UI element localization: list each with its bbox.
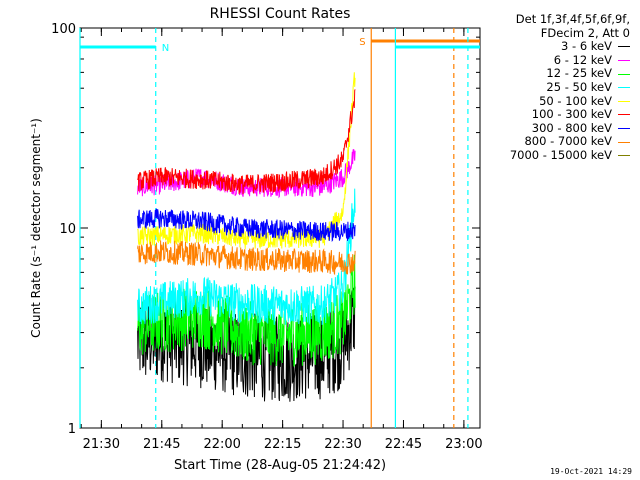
x-tick-label: 22:30 <box>324 437 361 452</box>
legend-label: 800 - 7000 keV <box>524 134 612 149</box>
legend-label: 100 - 300 keV <box>531 107 612 122</box>
legend-label: 300 - 800 keV <box>531 120 612 135</box>
axis-ticks: 21:30 21:45 22:00 22:15 22:30 22:45 23:00 1 10 10… <box>51 22 482 452</box>
legend-item: 3 - 6 keV <box>478 40 630 54</box>
legend-item: 100 - 300 keV <box>478 108 630 122</box>
legend-swatch <box>618 46 630 48</box>
chart-title: RHESSI Count Rates <box>210 6 351 22</box>
legend-item: 7000 - 15000 keV <box>478 147 630 163</box>
legend-header-line-2: FDecim 2, Att 0 <box>540 25 630 40</box>
legend-label: 25 - 50 keV <box>546 79 612 94</box>
legend-item: 12 - 25 keV <box>478 67 630 81</box>
y-axis-label: Count Rate (s⁻¹ detector segment⁻¹) <box>29 118 43 338</box>
y-tick-label: 1 <box>68 422 76 437</box>
night-label: N <box>162 43 169 54</box>
legend-item: 6 - 12 keV <box>478 52 630 68</box>
y-tick-label: 100 <box>51 22 76 37</box>
legend-label: 7000 - 15000 keV <box>509 147 612 162</box>
series-line-12-25keV <box>137 254 356 367</box>
saa-label: S <box>359 37 365 48</box>
legend: Det 1f,3f,4f,5f,6f,9f, FDecim 2, Att 0 3… <box>478 12 630 163</box>
x-tick-label: 21:30 <box>83 437 120 452</box>
legend-swatch <box>618 114 630 116</box>
legend-label: 3 - 6 keV <box>561 39 612 54</box>
legend-swatch <box>618 73 630 75</box>
legend-header-line-1: Det 1f,3f,4f,5f,6f,9f, <box>515 12 630 26</box>
footer-timestamp: 19-Oct-2021 14:29 <box>550 467 632 476</box>
legend-label: 12 - 25 keV <box>546 66 612 81</box>
legend-swatch <box>618 155 630 157</box>
x-tick-label: 22:15 <box>264 437 301 452</box>
x-axis-label: Start Time (28-Aug-05 21:24:42) <box>174 458 386 473</box>
legend-label: 50 - 100 keV <box>539 93 612 108</box>
legend-label: 6 - 12 keV <box>553 52 612 67</box>
series-line-100-300keV <box>137 89 356 195</box>
legend-swatch <box>618 60 630 62</box>
x-tick-label: 21:45 <box>143 437 180 452</box>
series-line-300-800keV <box>137 208 356 242</box>
x-tick-label: 22:45 <box>385 437 422 452</box>
orbit-annotations: NS <box>79 28 480 428</box>
series-line-6-12keV <box>137 149 356 199</box>
legend-item: 50 - 100 keV <box>478 93 630 109</box>
legend-item: 300 - 800 keV <box>478 120 630 136</box>
series-line-25-50keV <box>137 188 356 326</box>
legend-swatch <box>618 87 630 89</box>
x-tick-label: 23:00 <box>445 437 482 452</box>
legend-item: 800 - 7000 keV <box>478 135 630 149</box>
legend-item: 25 - 50 keV <box>478 79 630 95</box>
legend-swatch <box>618 128 630 130</box>
series-line-800-7000keV <box>137 240 356 276</box>
legend-swatch <box>618 100 630 102</box>
legend-swatch <box>618 141 630 143</box>
series-group <box>137 72 356 402</box>
y-tick-label: 10 <box>59 222 76 237</box>
x-tick-label: 22:00 <box>203 437 240 452</box>
